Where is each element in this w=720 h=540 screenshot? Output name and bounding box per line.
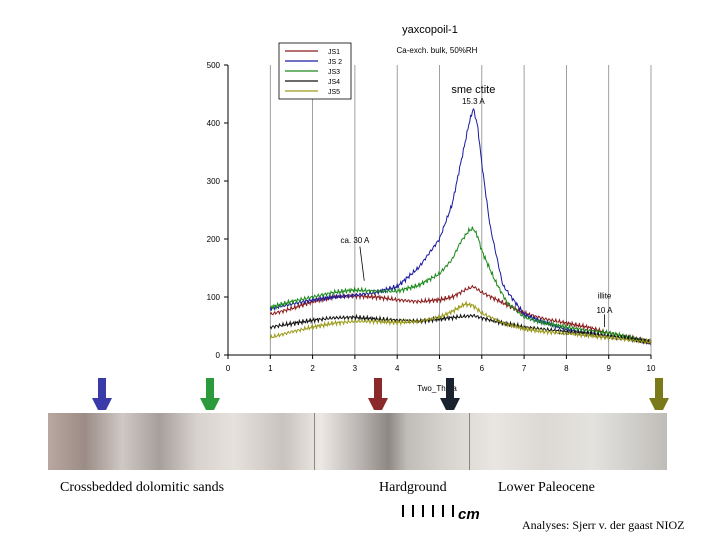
y-tick-label: 500 [207, 61, 221, 70]
chart-title: yaxcopoil-1 [402, 24, 458, 36]
core-segment-divider [468, 413, 470, 470]
x-tick-label: 4 [395, 364, 400, 373]
legend-label: JS5 [328, 89, 340, 96]
y-tick-label: 300 [207, 177, 221, 186]
x-tick-label: 5 [437, 364, 442, 373]
x-tick-label: 7 [522, 364, 527, 373]
legend-label: JS4 [328, 79, 340, 86]
caption-crossbedded: Crossbedded dolomitic sands [60, 480, 225, 495]
scale-tick [412, 505, 414, 517]
series-lines [269, 107, 652, 346]
annotation-label: sme ctite [451, 84, 495, 96]
x-axis-label: Two_Theta [417, 384, 457, 393]
caption-lower-paleocene: Lower Paleocene [498, 480, 595, 495]
xrd-chart: 0 100 200 300 400 500 0 1 2 3 4 5 6 7 8 9 10 sme ctite15… [92, 24, 669, 410]
annotation-label: illite [598, 292, 612, 301]
scale-tick [432, 505, 434, 517]
scale-tick [442, 505, 444, 517]
x-tick-label: 1 [268, 364, 273, 373]
down-arrow-icon [92, 378, 112, 410]
down-arrow-icon [200, 378, 220, 410]
down-arrow-icon [440, 378, 460, 410]
core-photo [48, 413, 667, 470]
x-tick-label: 0 [226, 364, 231, 373]
legend-label: JS1 [328, 49, 340, 56]
down-arrow-icon [368, 378, 388, 410]
y-tick-label: 200 [207, 235, 221, 244]
core-segment-divider [314, 413, 316, 470]
x-tick-label: 3 [353, 364, 358, 373]
scale-tick [402, 505, 404, 517]
annotation-leader [359, 246, 365, 281]
down-arrow-icon [649, 378, 669, 410]
y-tick-label: 0 [216, 351, 221, 360]
legend-label: JS 2 [328, 59, 342, 66]
chart-subtitle: Ca-exch. bulk, 50%RH [397, 46, 478, 55]
x-tick-label: 6 [480, 364, 485, 373]
series-line-js4 [269, 313, 652, 345]
vertical-gridlines [269, 65, 652, 355]
annotation-label: 15.3 A [462, 97, 485, 106]
tick-labels: 0 100 200 300 400 500 0 1 2 3 4 5 6 7 8 9 10 [207, 61, 656, 373]
scale-tick [452, 505, 454, 517]
scale-unit-label: cm [458, 506, 480, 523]
analyses-credit: Analyses: Sjerr v. der gaast NIOZ [522, 518, 685, 532]
series-line-js2 [269, 107, 652, 346]
caption-hardground: Hardground [379, 480, 447, 495]
x-tick-label: 9 [606, 364, 611, 373]
core-arrows [92, 378, 669, 410]
annotation-label: ca. 30 A [340, 236, 370, 245]
y-tick-label: 400 [207, 119, 221, 128]
x-tick-label: 2 [310, 364, 315, 373]
legend: JS1 JS 2 JS3 JS4 JS5 [278, 42, 352, 100]
y-tick-label: 100 [207, 293, 221, 302]
x-tick-label: 8 [564, 364, 569, 373]
legend-label: JS3 [328, 69, 340, 76]
annotation-label: 10 A [596, 306, 613, 315]
series-line-js5 [269, 300, 652, 345]
x-tick-label: 10 [647, 364, 656, 373]
scale-tick [422, 505, 424, 517]
chart-axes [224, 64, 652, 359]
